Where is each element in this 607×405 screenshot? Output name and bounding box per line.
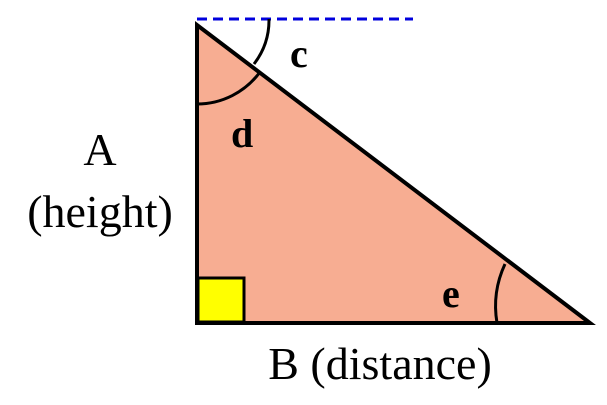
right-angle-marker — [196, 276, 246, 324]
angle-c-arc — [252, 18, 271, 65]
side-a-label: A — [83, 124, 116, 175]
side-a-sublabel: (height) — [27, 186, 173, 237]
angle-e-label: e — [442, 271, 460, 316]
angle-d-label: d — [231, 111, 253, 156]
right-triangle — [195, 20, 596, 325]
side-b-label: B (distance) — [268, 338, 492, 389]
angle-e-arc — [494, 263, 507, 324]
angle-d-arc — [196, 71, 262, 106]
angle-c-label: c — [290, 31, 308, 76]
